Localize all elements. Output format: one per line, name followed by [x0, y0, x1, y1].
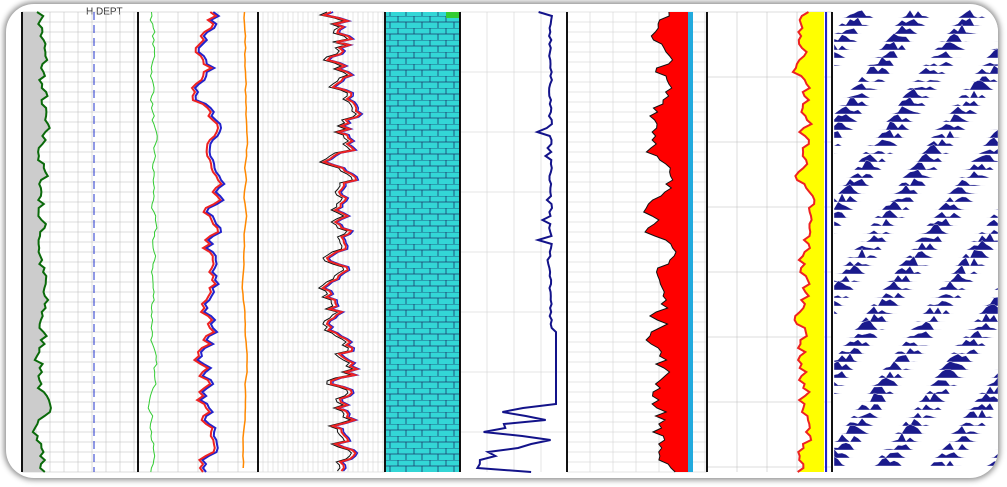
frame: H DEPT: [6, 4, 998, 478]
waveform: [834, 240, 998, 251]
waveform: [833, 209, 998, 219]
waveform: [834, 255, 998, 267]
waveform: [833, 224, 998, 235]
waveform: [834, 9, 998, 19]
waveform: [833, 144, 998, 155]
waveform: [833, 105, 998, 115]
waveform: [833, 272, 998, 283]
waveform: [833, 352, 998, 363]
waveform: [833, 129, 998, 139]
waveform: [833, 264, 998, 275]
waveform: [833, 41, 998, 51]
waveform: [834, 408, 998, 419]
waveform: [833, 292, 998, 299]
waveform: [834, 330, 998, 339]
waveform: [833, 121, 998, 131]
waveform: [834, 338, 998, 347]
shading: [643, 12, 692, 472]
waveform: [834, 177, 998, 187]
waveform: [833, 183, 998, 195]
gr-curve: [31, 11, 52, 473]
curve: [320, 11, 362, 472]
waveform: [834, 96, 998, 107]
waveform: [834, 392, 998, 403]
waveform: [834, 88, 998, 99]
waveform: [833, 385, 998, 395]
waveform: [833, 369, 998, 379]
waveform: [833, 442, 998, 451]
waveform: [833, 56, 998, 67]
lithology: [385, 12, 460, 472]
waveform: [834, 17, 998, 27]
waveform: [833, 360, 998, 371]
waveform: [834, 312, 998, 323]
waveform: [833, 280, 998, 291]
lithology-top: [446, 12, 460, 18]
waveform: [833, 113, 998, 123]
waveform: [834, 159, 998, 171]
waveform: [833, 448, 998, 459]
curve: [317, 11, 358, 472]
shading: [22, 12, 51, 472]
waveform: [834, 153, 998, 163]
waveform: [834, 423, 998, 435]
waveform: [834, 320, 998, 331]
waveform: [834, 347, 998, 355]
waveform: [833, 200, 998, 211]
waveform: [833, 23, 998, 35]
shading: [688, 12, 693, 472]
waveform: [833, 432, 998, 443]
curve: [791, 11, 816, 473]
curve: [475, 11, 557, 473]
waveform: [833, 456, 998, 467]
waveform: [834, 169, 998, 179]
curve: [193, 11, 226, 473]
waveform: [834, 417, 998, 427]
waveform: [833, 137, 998, 147]
waveform: [834, 402, 998, 411]
waveform: [833, 296, 998, 307]
waveform: [834, 232, 998, 243]
waveform: [833, 48, 998, 59]
waveform: [834, 247, 998, 259]
curve: [147, 11, 158, 473]
curve: [241, 11, 249, 469]
waveform: [833, 304, 998, 315]
waveform: [833, 217, 998, 227]
waveform: [833, 33, 998, 43]
waveform: [834, 65, 998, 75]
shading: [792, 12, 824, 472]
curve: [190, 11, 223, 473]
well-log: H DEPT: [21, 7, 998, 473]
waveform: [834, 80, 998, 91]
curve: [642, 11, 677, 473]
waveform: [833, 377, 998, 387]
waveform: [833, 192, 998, 203]
